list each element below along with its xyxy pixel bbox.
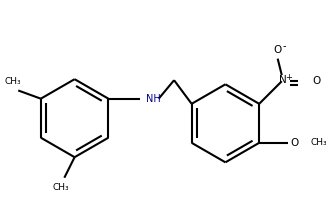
Text: NH: NH (146, 94, 161, 104)
Text: O: O (290, 138, 298, 148)
Text: +: + (286, 73, 292, 82)
Text: O: O (313, 76, 321, 86)
Text: N: N (279, 75, 287, 85)
Text: CH₃: CH₃ (53, 183, 69, 192)
Text: -: - (282, 41, 286, 51)
Text: O: O (274, 46, 282, 56)
Text: CH₃: CH₃ (5, 77, 22, 86)
Text: CH₃: CH₃ (311, 138, 326, 147)
